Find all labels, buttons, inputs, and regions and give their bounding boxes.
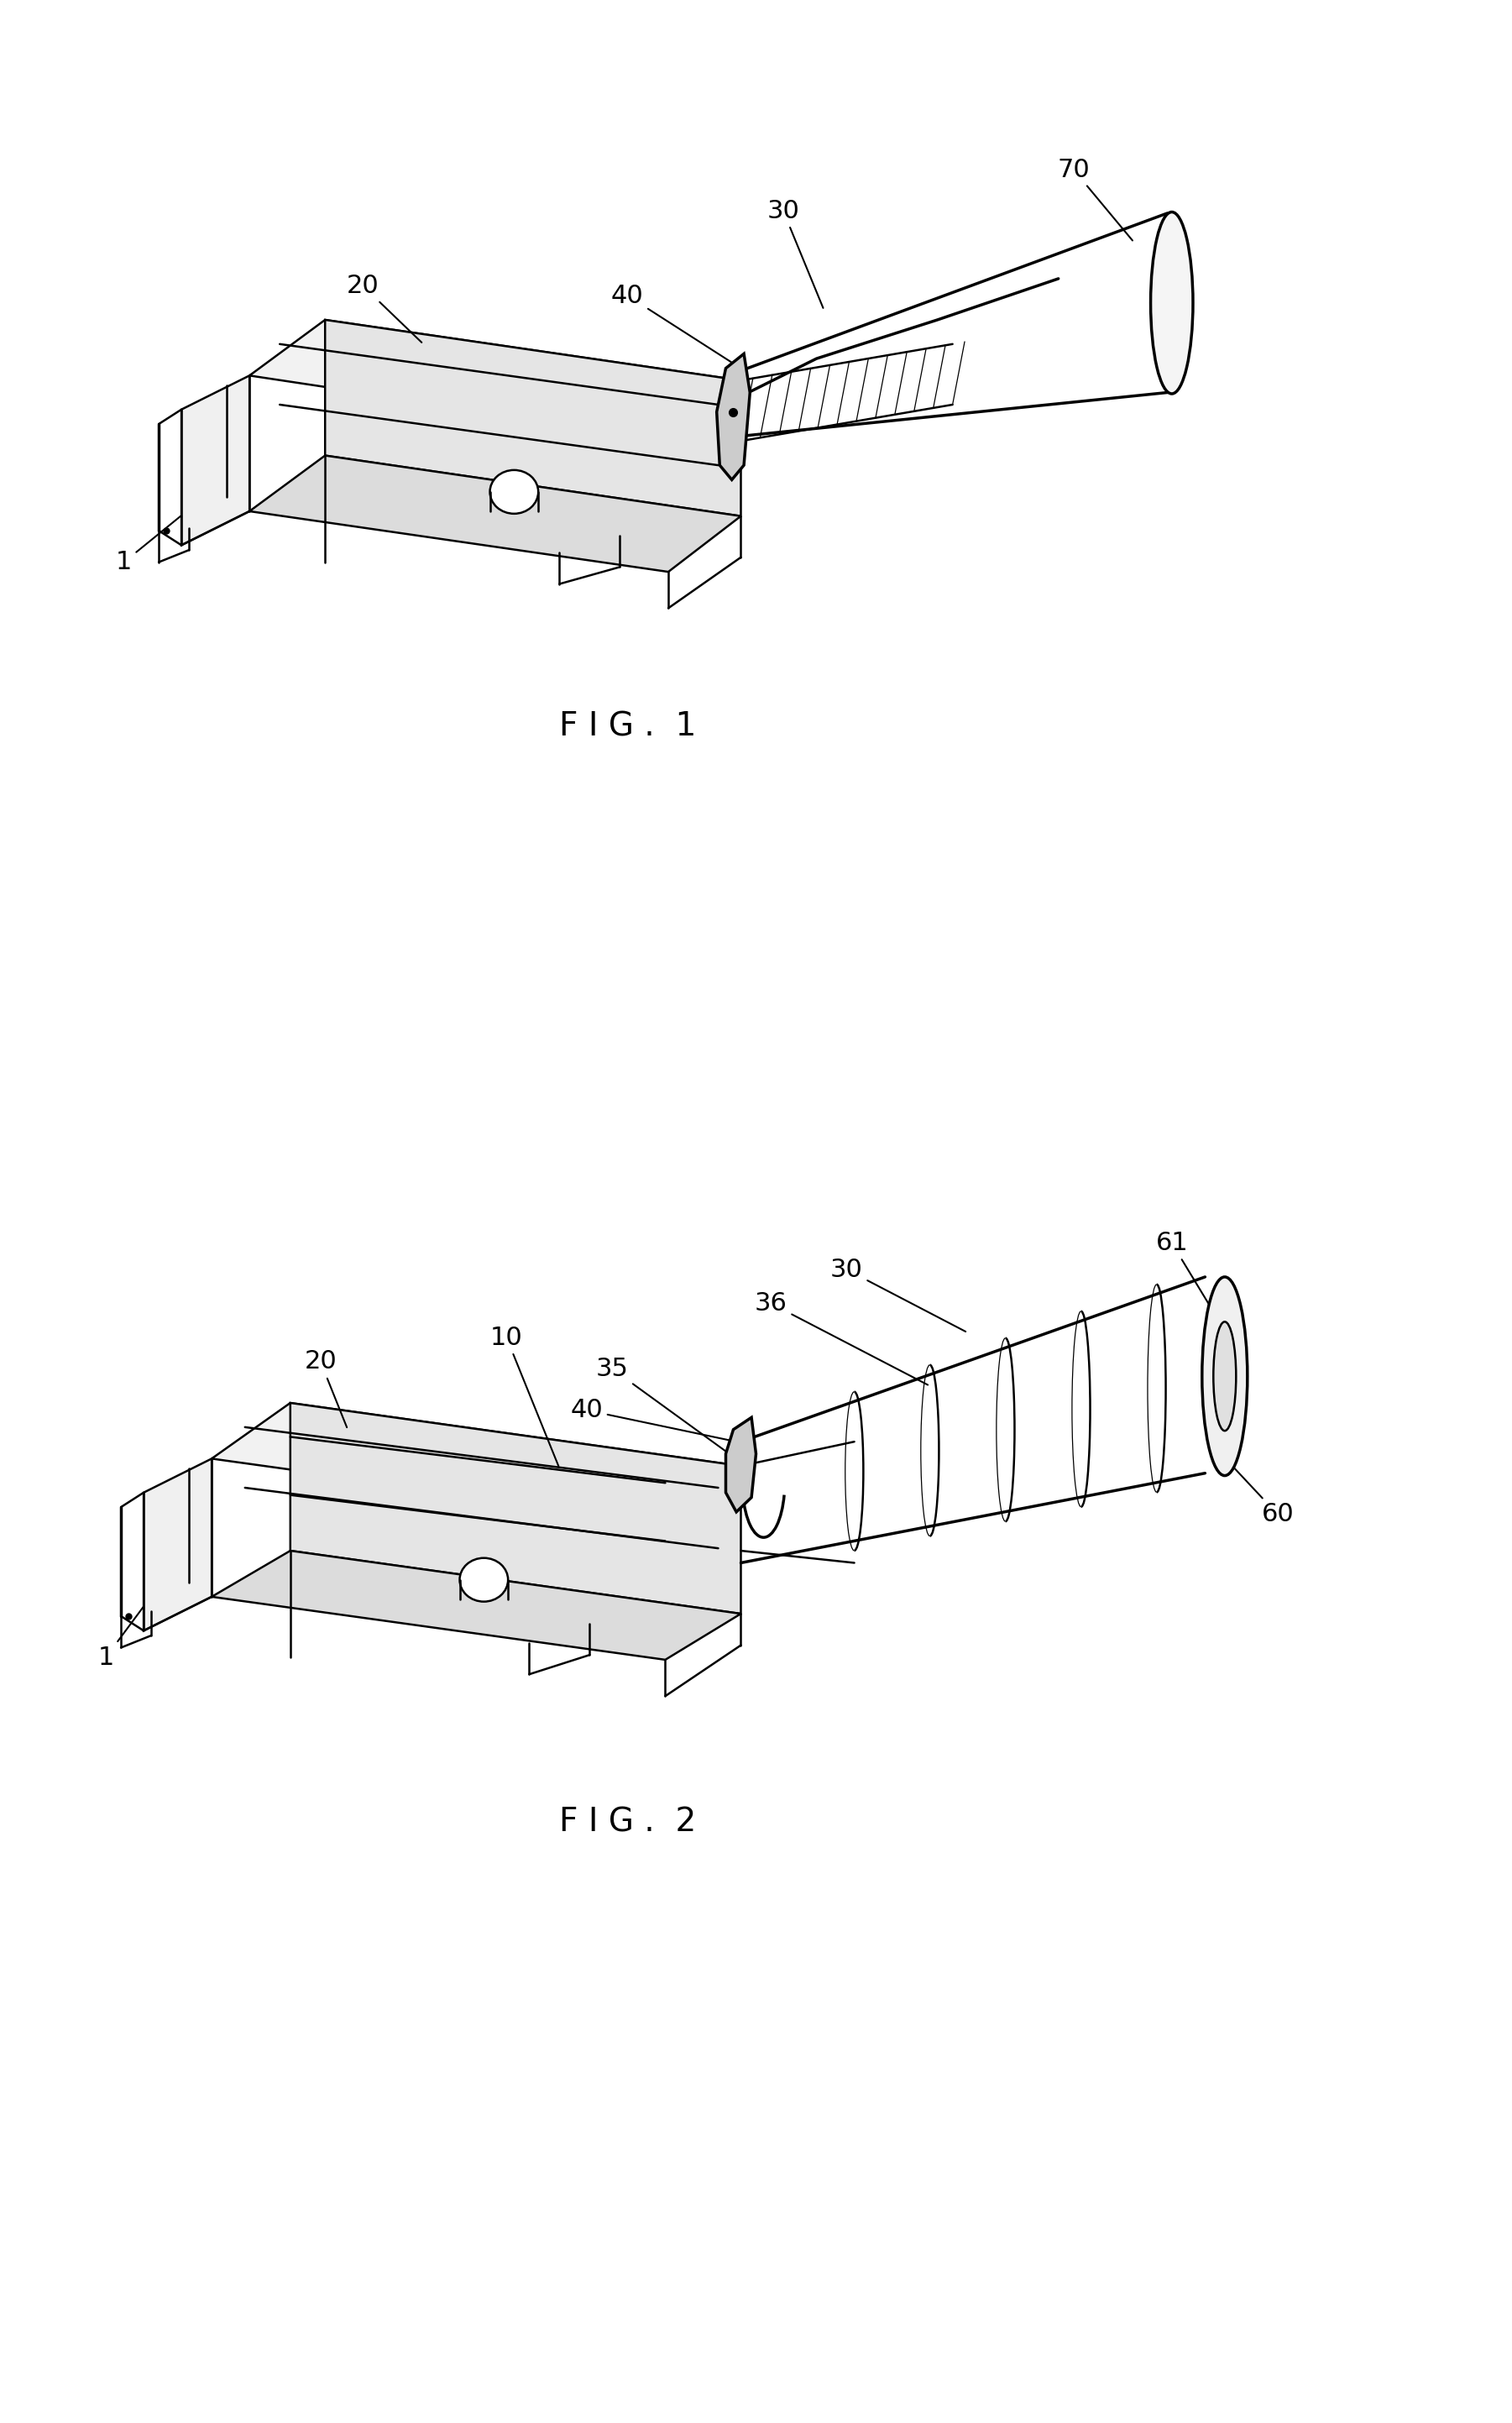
Text: 30: 30 [830, 1258, 966, 1333]
Text: 1: 1 [116, 475, 233, 574]
Text: 70: 70 [1057, 157, 1132, 240]
Text: 60: 60 [1211, 1444, 1294, 1526]
Text: F I G .  1: F I G . 1 [559, 710, 696, 744]
Polygon shape [290, 1403, 741, 1614]
Text: 35: 35 [596, 1357, 754, 1471]
Text: 40: 40 [570, 1398, 733, 1442]
Ellipse shape [460, 1558, 508, 1602]
Text: 10: 10 [490, 1325, 558, 1466]
Polygon shape [249, 456, 741, 572]
Ellipse shape [490, 470, 538, 514]
Text: 1: 1 [98, 1558, 180, 1669]
Text: 30: 30 [767, 199, 823, 308]
Text: 40: 40 [611, 283, 732, 361]
Polygon shape [181, 376, 249, 545]
Polygon shape [144, 1459, 212, 1631]
Polygon shape [717, 354, 750, 480]
Text: 61: 61 [1155, 1231, 1220, 1323]
Polygon shape [249, 320, 741, 439]
Polygon shape [212, 1551, 741, 1660]
Text: 36: 36 [754, 1291, 928, 1386]
Ellipse shape [1213, 1323, 1237, 1430]
Polygon shape [325, 320, 741, 516]
Polygon shape [726, 1417, 756, 1512]
Polygon shape [212, 1403, 741, 1522]
Text: F I G .  2: F I G . 2 [559, 1805, 696, 1839]
Ellipse shape [1151, 213, 1193, 393]
Text: 20: 20 [346, 274, 422, 342]
Text: 20: 20 [304, 1350, 346, 1427]
Ellipse shape [1202, 1277, 1247, 1476]
